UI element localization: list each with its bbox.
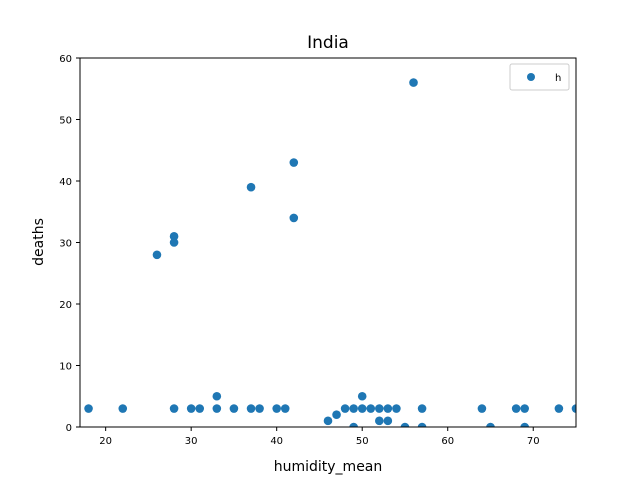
data-point [289,213,299,223]
data-point [280,404,290,413]
data-point [255,404,264,413]
y-tick-label: 0 [66,423,72,434]
y-tick-label: 40 [59,177,72,188]
data-point [409,78,418,87]
data-points [84,78,576,427]
data-point [118,404,128,413]
x-axis-label: humidity_mean [274,459,383,475]
legend: h [509,63,570,91]
data-point [554,404,564,413]
data-point [366,404,376,413]
data-point [272,404,281,413]
x-tick-label: 30 [185,436,198,447]
data-point [417,404,427,413]
data-point [340,404,350,413]
data-point [186,404,196,413]
data-point [169,232,179,241]
x-tick-label: 40 [270,436,283,447]
data-point [84,404,93,413]
axes: 20 30 40 50 60 70 0 10 20 30 40 50 60 [59,54,577,447]
y-tick-label: 20 [59,300,72,311]
data-point [417,422,427,427]
x-tick-label: 70 [527,436,540,447]
data-point [195,404,205,413]
data-point [152,250,162,260]
data-point [392,404,401,413]
data-point [571,404,576,413]
data-point [323,416,333,426]
x-tick-label: 50 [356,436,369,447]
data-point [349,404,358,413]
data-point [383,416,393,426]
y-tick-label: 30 [59,239,72,250]
data-point [212,391,222,401]
chart-title: India [307,33,349,53]
data-point [332,410,341,420]
data-point [400,422,410,427]
data-point [212,404,222,413]
y-axis-label: deaths [31,218,47,266]
data-point [520,422,529,427]
data-point [349,422,358,427]
y-tick-label: 60 [59,54,72,65]
data-point [375,404,384,413]
data-point [246,182,256,192]
data-point [357,391,367,401]
data-point [289,158,299,167]
data-point [511,404,521,413]
data-point [169,238,179,247]
x-tick-label: 60 [441,436,454,447]
data-point [520,404,529,413]
legend-box [509,63,570,91]
data-point [169,404,179,413]
data-point [357,404,367,413]
data-point [486,422,495,427]
data-point [383,404,393,413]
legend-label: h [555,73,561,84]
y-tick-label: 10 [59,362,72,373]
data-point [477,404,487,413]
data-point [246,404,256,413]
y-tick-label: 50 [59,116,72,127]
data-point [375,416,384,426]
data-point [229,404,239,413]
x-tick-label: 20 [99,436,112,447]
legend-marker [527,73,535,81]
